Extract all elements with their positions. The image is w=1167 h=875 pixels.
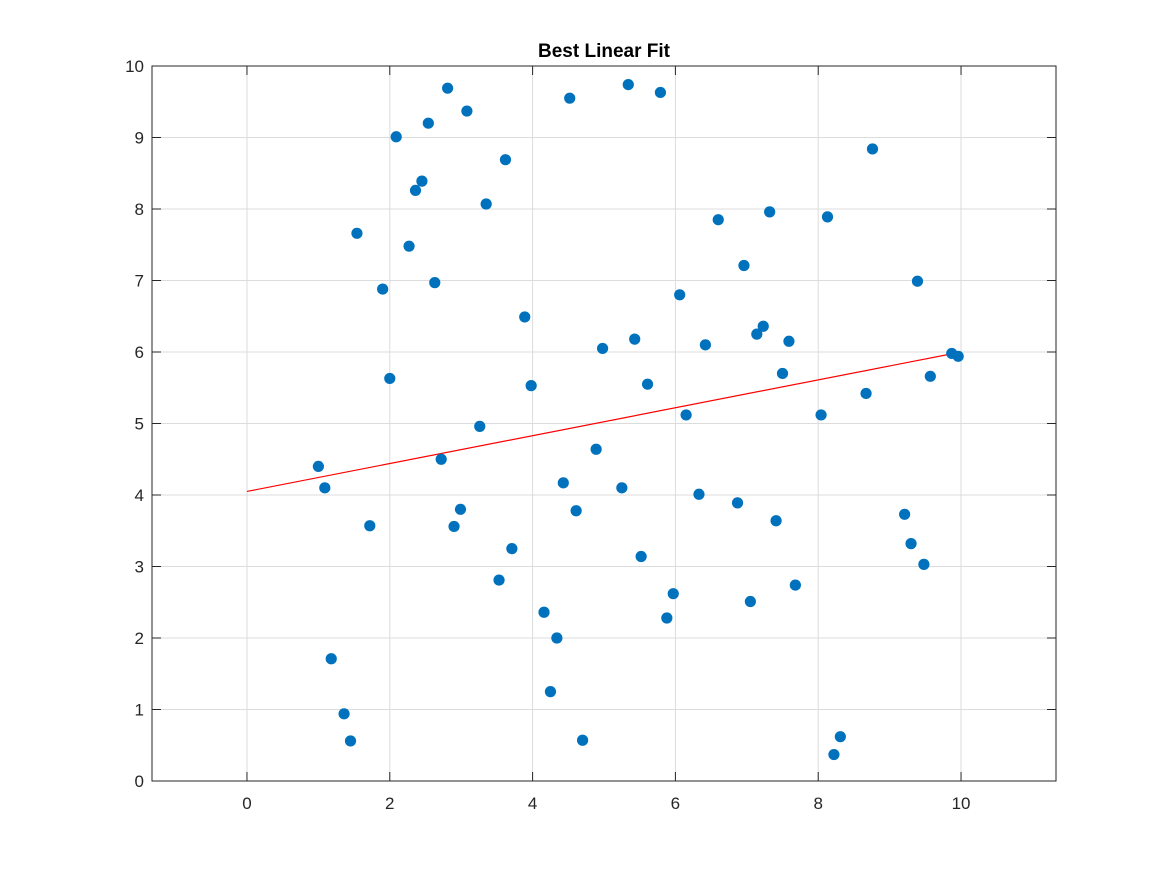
data-point (493, 574, 505, 586)
data-point (377, 283, 389, 295)
data-point (629, 333, 641, 345)
data-point (557, 477, 569, 489)
data-point (435, 453, 447, 465)
data-point (744, 595, 756, 608)
x-tick-label: 6 (671, 794, 680, 813)
y-tick-label: 5 (135, 415, 144, 434)
data-point (738, 259, 750, 272)
data-point (544, 686, 557, 698)
data-point (590, 443, 602, 455)
data-points (312, 78, 964, 761)
data-point (506, 543, 518, 555)
data-point (525, 380, 537, 392)
data-point (783, 335, 795, 347)
data-point (416, 175, 428, 187)
data-point (480, 198, 492, 210)
data-point (551, 632, 563, 644)
y-tick-label: 9 (135, 129, 144, 148)
data-point (454, 503, 467, 515)
data-point (828, 748, 840, 761)
data-point (616, 482, 628, 494)
data-point (712, 214, 724, 226)
data-point (834, 731, 846, 743)
data-point (699, 339, 711, 351)
y-tick-label: 3 (135, 558, 144, 577)
data-point (918, 558, 930, 570)
y-tick-labels: 0 1 2 3 4 5 6 7 8 9 10 (125, 57, 144, 791)
data-point (448, 520, 460, 533)
data-point (409, 184, 422, 197)
data-point (654, 86, 667, 99)
data-point (519, 311, 531, 323)
data-point (731, 497, 744, 509)
data-point (338, 708, 350, 720)
data-point (499, 154, 512, 166)
data-point (693, 488, 705, 500)
data-point (570, 505, 582, 517)
data-point (899, 508, 911, 520)
data-point (661, 612, 673, 624)
data-point (576, 734, 589, 746)
data-point (757, 320, 769, 332)
data-point (905, 538, 917, 550)
data-point (429, 277, 441, 289)
data-point (474, 420, 486, 432)
y-tick-label: 0 (135, 772, 144, 791)
data-point (911, 275, 924, 287)
y-tick-label: 1 (135, 701, 144, 720)
data-point (635, 550, 647, 563)
x-tick-label: 8 (813, 794, 822, 813)
data-point (764, 206, 776, 218)
data-point (312, 460, 324, 472)
x-tick-label: 4 (528, 794, 537, 813)
data-point (461, 105, 473, 117)
data-point (667, 588, 679, 600)
data-point (364, 520, 376, 532)
x-tick-labels: 0 2 4 6 8 10 (242, 794, 970, 813)
fit-line (246, 351, 962, 493)
x-tick-label: 0 (242, 794, 251, 813)
data-point (325, 653, 337, 665)
data-point (344, 735, 357, 747)
y-tick-label: 8 (135, 200, 144, 219)
x-tick-label: 10 (952, 794, 971, 813)
grid-lines (152, 65, 1056, 782)
x-tick-label: 2 (385, 794, 394, 813)
data-point (860, 387, 872, 400)
data-point (866, 143, 879, 155)
data-point (442, 82, 454, 94)
data-point (789, 579, 801, 591)
data-point (384, 372, 396, 385)
fit-line-group (246, 351, 962, 493)
y-tick-label: 7 (135, 272, 144, 291)
data-point (751, 328, 763, 340)
data-point (924, 370, 936, 382)
data-point (641, 378, 654, 390)
data-point (390, 131, 402, 143)
chart-title: Best Linear Fit (538, 41, 671, 62)
data-point (821, 211, 834, 223)
data-point (422, 117, 434, 129)
data-point (596, 342, 609, 355)
data-point (319, 482, 331, 494)
y-tick-label: 10 (125, 57, 144, 76)
data-point (815, 409, 827, 421)
data-point (351, 227, 363, 239)
y-tick-label: 6 (135, 343, 144, 362)
data-point (622, 78, 634, 91)
y-tick-label: 4 (135, 486, 144, 505)
data-point (952, 350, 964, 362)
data-point (564, 92, 576, 104)
data-point (674, 289, 686, 301)
axis-ticks (152, 65, 1056, 782)
y-tick-label: 2 (135, 629, 144, 648)
data-point (776, 367, 789, 380)
data-point (538, 606, 550, 618)
data-point (403, 240, 415, 252)
data-point (680, 409, 692, 421)
data-point (770, 515, 782, 527)
